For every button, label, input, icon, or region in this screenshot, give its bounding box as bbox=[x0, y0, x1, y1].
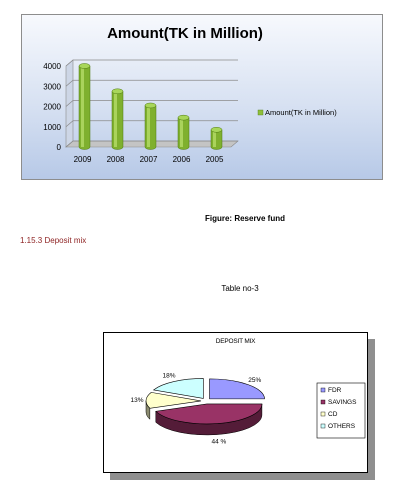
pie-slice bbox=[145, 392, 202, 420]
y-tick-label: 1000 bbox=[43, 123, 61, 132]
x-tick-label: 2005 bbox=[206, 155, 224, 164]
legend-label: OTHERS bbox=[328, 423, 356, 430]
deposit-mix-chart: 25% 44 % 13% 18% FDR SAVINGS CD OTHERS bbox=[131, 373, 366, 445]
bar bbox=[177, 114, 190, 150]
y-tick-label: 0 bbox=[57, 143, 62, 152]
legend-label: CD bbox=[328, 411, 338, 418]
bar bbox=[144, 102, 157, 150]
slice-label: 44 % bbox=[212, 438, 227, 445]
slice-label: 25% bbox=[248, 377, 261, 384]
table-label: Table no-3 bbox=[221, 284, 259, 293]
reserve-fund-chart: 4000 3000 2000 1000 0 2009 2008 2007 2006 2005 A… bbox=[43, 59, 337, 164]
legend-swatch bbox=[320, 423, 326, 429]
legend-swatch bbox=[257, 109, 264, 116]
gridline bbox=[65, 79, 238, 87]
gridline bbox=[65, 59, 238, 67]
legend-swatch bbox=[320, 387, 326, 393]
legend-label: FDR bbox=[328, 387, 342, 394]
bar bbox=[111, 88, 124, 150]
gridline bbox=[65, 100, 238, 107]
slice-label: 18% bbox=[163, 373, 176, 380]
x-tick-label: 2007 bbox=[140, 155, 158, 164]
legend-swatch bbox=[320, 411, 326, 417]
bar bbox=[78, 63, 91, 150]
pie-slice bbox=[155, 403, 263, 436]
slice-label: 13% bbox=[131, 397, 144, 404]
y-tick-label: 4000 bbox=[43, 62, 61, 71]
x-tick-label: 2009 bbox=[74, 155, 92, 164]
pie-chart-title: DEPOSIT MIX bbox=[215, 338, 256, 345]
x-tick-label: 2006 bbox=[173, 155, 191, 164]
legend-label: Amount(TK in Million) bbox=[265, 108, 337, 117]
legend-swatch bbox=[320, 399, 326, 405]
y-tick-label: 3000 bbox=[43, 82, 61, 91]
pie-slice bbox=[209, 378, 265, 400]
y-tick-label: 2000 bbox=[43, 103, 61, 112]
x-tick-label: 2008 bbox=[107, 155, 125, 164]
figure-caption: Figure: Reserve fund bbox=[204, 214, 285, 223]
pie-slice bbox=[152, 378, 204, 399]
bar-chart-title: Amount(TK in Million) bbox=[107, 25, 263, 42]
section-heading: 1.15.3 Deposit mix bbox=[20, 236, 87, 245]
bar bbox=[210, 127, 223, 150]
legend-label: SAVINGS bbox=[328, 399, 357, 406]
